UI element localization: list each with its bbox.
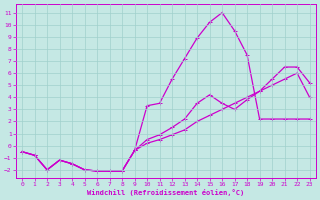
X-axis label: Windchill (Refroidissement éolien,°C): Windchill (Refroidissement éolien,°C) — [87, 189, 244, 196]
